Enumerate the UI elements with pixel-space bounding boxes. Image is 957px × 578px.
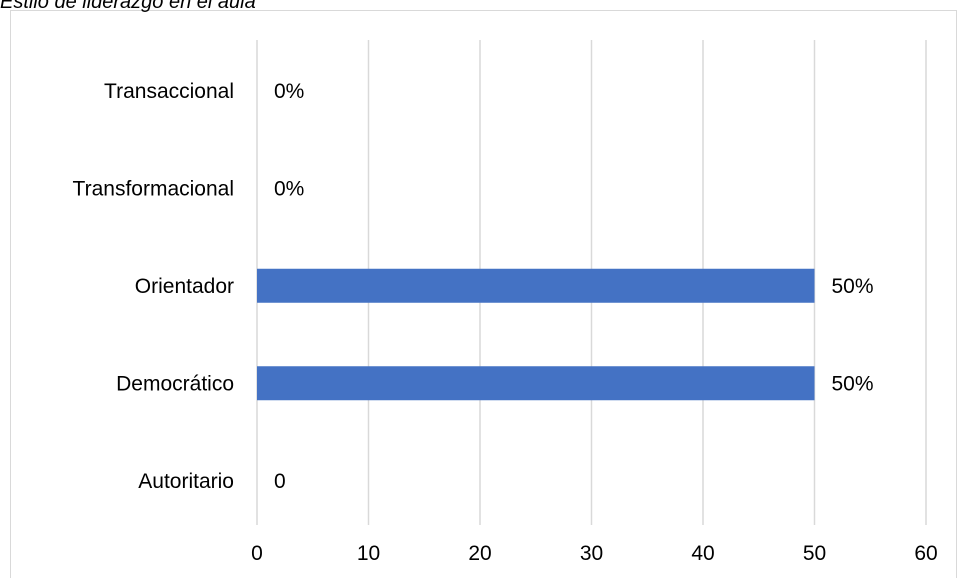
x-tick-label: 30 bbox=[580, 542, 603, 565]
chart-title: Estilo de liderazgo en el aula bbox=[0, 0, 256, 13]
x-tick-label: 10 bbox=[357, 542, 380, 565]
data-label: 0 bbox=[274, 470, 286, 493]
x-axis-ticks: 0 10 20 30 40 50 60 bbox=[251, 542, 938, 565]
x-tick-label: 20 bbox=[468, 542, 491, 565]
x-tick-label: 60 bbox=[914, 542, 937, 565]
data-label: 50% bbox=[832, 372, 874, 395]
data-label: 0% bbox=[274, 177, 304, 200]
x-tick-label: 50 bbox=[803, 542, 826, 565]
x-tick-label: 40 bbox=[691, 542, 714, 565]
bars bbox=[257, 268, 815, 401]
category-labels: Transaccional Transformacional Orientador D… bbox=[73, 80, 234, 493]
bar bbox=[257, 366, 815, 401]
bar bbox=[257, 268, 815, 303]
category-label: Autoritario bbox=[138, 470, 234, 493]
category-label: Orientador bbox=[135, 275, 234, 298]
category-label: Transformacional bbox=[73, 177, 234, 200]
data-labels: 0% 0% 50% 50% 0 bbox=[274, 80, 874, 493]
category-label: Democrático bbox=[116, 372, 234, 395]
x-tick-label: 0 bbox=[251, 542, 263, 565]
data-label: 0% bbox=[274, 80, 304, 103]
data-label: 50% bbox=[832, 275, 874, 298]
category-label: Transaccional bbox=[104, 80, 234, 103]
